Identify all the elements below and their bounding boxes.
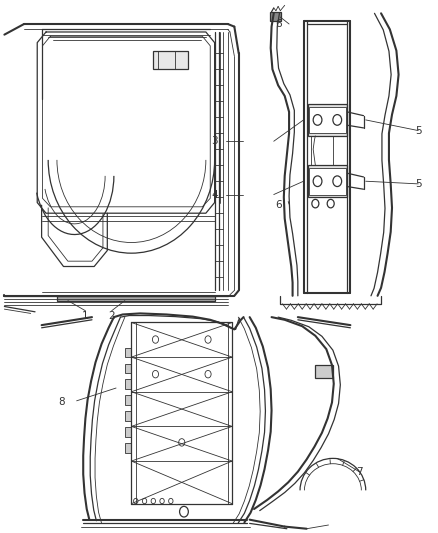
Bar	[153, 51, 188, 69]
Text: 5: 5	[415, 179, 422, 189]
Bar	[125, 364, 131, 373]
Text: 2: 2	[108, 311, 115, 320]
Circle shape	[205, 336, 211, 343]
Bar	[125, 348, 131, 357]
Bar	[57, 296, 215, 301]
Text: 3: 3	[211, 136, 218, 146]
Bar	[125, 411, 131, 421]
Bar	[270, 12, 281, 21]
Bar	[125, 443, 131, 453]
Bar	[125, 395, 131, 405]
Bar	[309, 168, 346, 195]
Text: 8: 8	[58, 398, 65, 407]
Bar	[315, 365, 333, 378]
Circle shape	[179, 439, 185, 446]
Text: 1: 1	[82, 311, 89, 320]
Circle shape	[152, 336, 159, 343]
Bar	[308, 104, 347, 136]
Text: 4: 4	[211, 190, 218, 199]
Circle shape	[180, 506, 188, 517]
Circle shape	[333, 115, 342, 125]
Circle shape	[152, 370, 159, 378]
Circle shape	[312, 199, 319, 208]
Text: 7: 7	[356, 467, 363, 477]
Circle shape	[160, 498, 164, 504]
Circle shape	[205, 370, 211, 378]
Circle shape	[134, 498, 138, 504]
Bar	[308, 165, 347, 197]
Text: 5: 5	[415, 126, 422, 135]
Circle shape	[327, 199, 334, 208]
Circle shape	[169, 498, 173, 504]
Circle shape	[333, 176, 342, 187]
Text: 6: 6	[275, 200, 282, 210]
Text: 6: 6	[275, 19, 282, 29]
Circle shape	[313, 176, 322, 187]
Circle shape	[142, 498, 147, 504]
Bar	[125, 379, 131, 389]
Circle shape	[151, 498, 155, 504]
Bar	[309, 107, 346, 133]
Circle shape	[313, 115, 322, 125]
Bar	[125, 427, 131, 437]
